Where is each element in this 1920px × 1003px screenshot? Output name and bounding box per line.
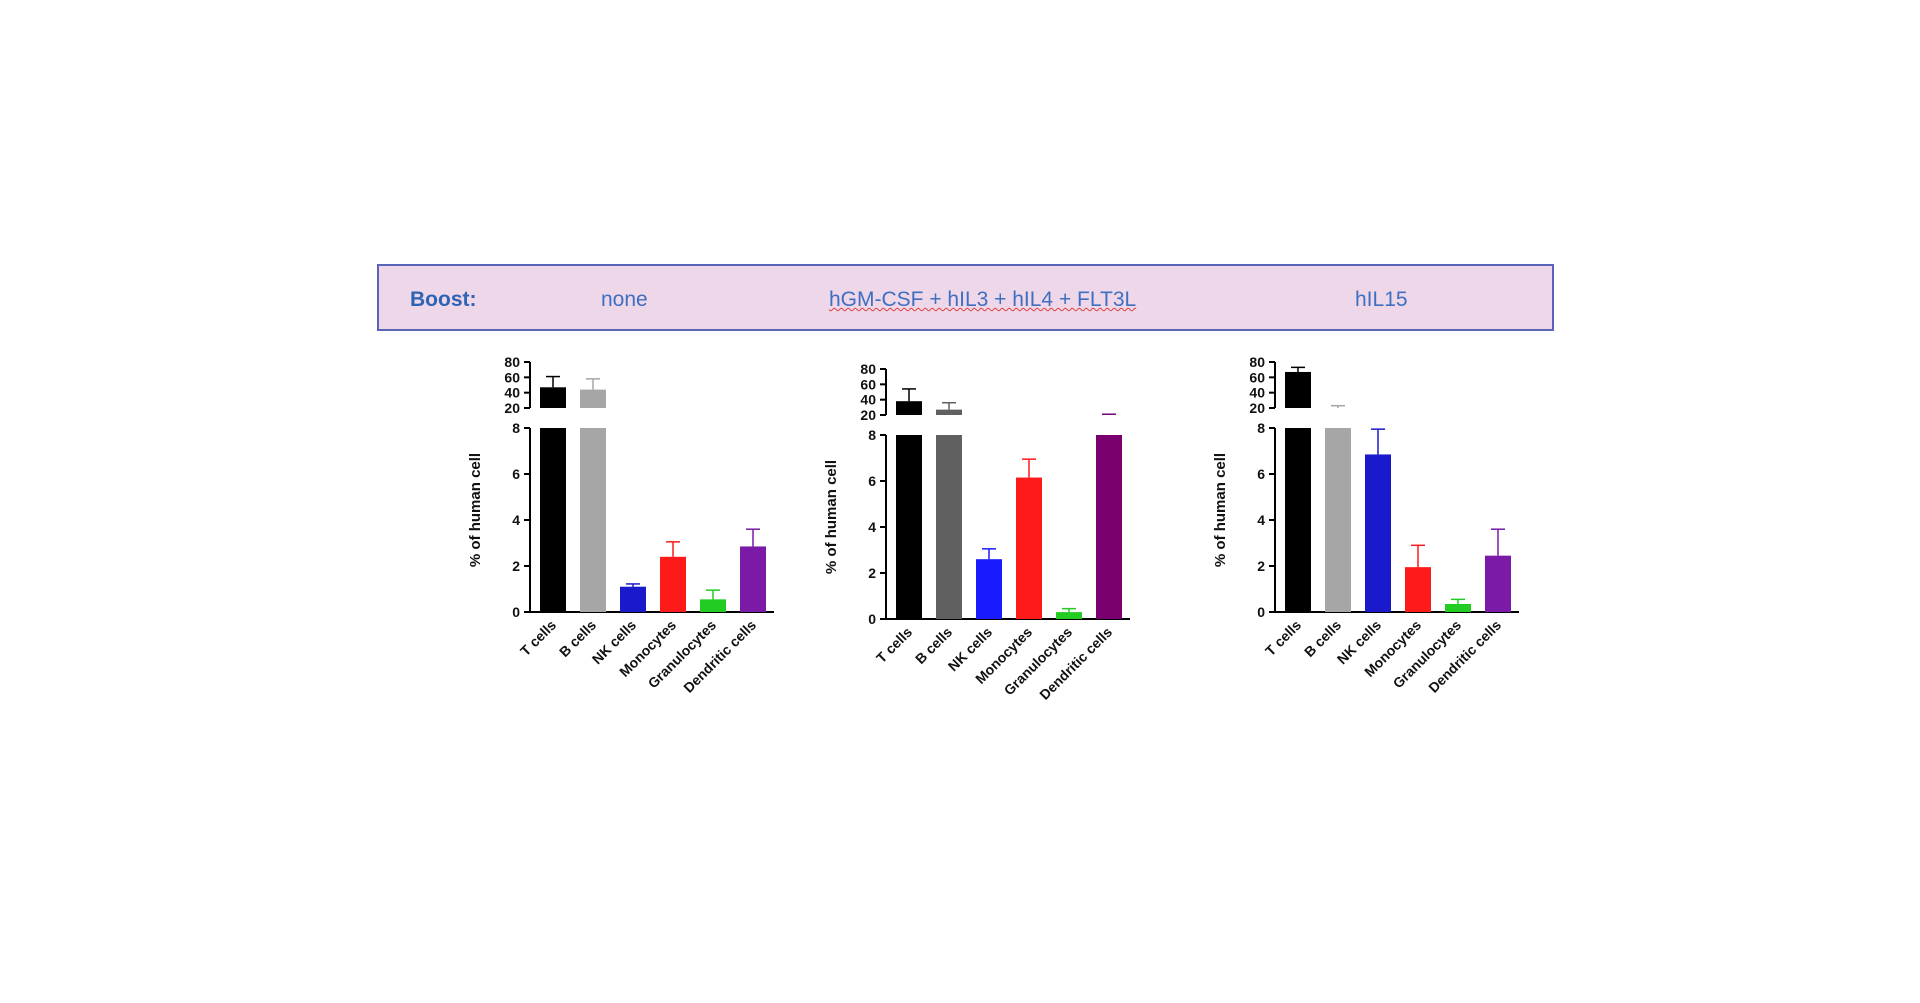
bar-nk-cells (976, 559, 1002, 619)
y-tick-label-upper: 60 (1249, 369, 1265, 385)
bar-granulocytes (1056, 612, 1082, 619)
y-tick-label-lower: 2 (1257, 558, 1265, 574)
bar-dendritic-cells (740, 546, 766, 612)
y-tick-label-lower: 0 (868, 611, 876, 627)
y-axis-label: % of human cell (823, 460, 840, 574)
y-axis-label: % of human cell (1212, 453, 1229, 567)
bar-nk-cells (620, 586, 646, 612)
boost-group-cytokine-combo: hGM-CSF + hIL3 + hIL4 + FLT3L (829, 288, 1136, 312)
x-tick-label-dendritic-cells: Dendritic cells (1425, 617, 1504, 696)
y-tick-label-lower: 0 (1257, 604, 1265, 620)
bar-lower-b-cells (1325, 428, 1351, 612)
y-tick-label-upper: 20 (860, 407, 876, 423)
bar-upper-t-cells (540, 387, 566, 408)
y-tick-label-lower: 4 (512, 512, 520, 528)
bar-lower-t-cells (540, 428, 566, 612)
y-tick-label-lower: 2 (868, 565, 876, 581)
bar-lower-b-cells (936, 435, 962, 619)
bar-lower-b-cells (580, 428, 606, 612)
boost-group-hil15: hIL15 (1355, 288, 1408, 311)
y-tick-label-lower: 4 (1257, 512, 1265, 528)
y-tick-label-lower: 0 (512, 604, 520, 620)
y-tick-label-lower: 8 (868, 427, 876, 443)
bar-lower-t-cells (896, 435, 922, 619)
y-tick-label-upper: 40 (860, 392, 876, 408)
bar-dendritic-cells (1485, 555, 1511, 612)
y-tick-label-lower: 6 (868, 473, 876, 489)
y-tick-label-lower: 6 (512, 466, 520, 482)
bar-upper-b-cells (580, 389, 606, 408)
y-tick-label-upper: 20 (1249, 400, 1265, 416)
bar-monocytes (1016, 477, 1042, 619)
bar-granulocytes (1445, 603, 1471, 612)
bar-upper-t-cells (1285, 371, 1311, 408)
y-tick-label-upper: 40 (504, 385, 520, 401)
x-tick-label-dendritic-cells: Dendritic cells (1036, 624, 1115, 703)
x-tick-label-t-cells: T cells (517, 617, 559, 659)
boost-label: Boost: (410, 288, 477, 311)
y-tick-label-upper: 40 (1249, 385, 1265, 401)
y-tick-label-upper: 60 (504, 369, 520, 385)
bar-nk-cells (1365, 454, 1391, 612)
y-tick-label-lower: 6 (1257, 466, 1265, 482)
bar-upper-b-cells (936, 409, 962, 415)
x-tick-label-t-cells: T cells (873, 624, 915, 666)
bar-monocytes (1405, 567, 1431, 612)
y-tick-label-upper: 80 (860, 361, 876, 377)
bar-upper-t-cells (896, 401, 922, 415)
y-tick-label-lower: 4 (868, 519, 876, 535)
y-tick-label-upper: 80 (1249, 354, 1265, 370)
y-tick-label-upper: 20 (504, 400, 520, 416)
bar-lower-dendritic-cells (1096, 435, 1122, 619)
y-tick-label-lower: 2 (512, 558, 520, 574)
bar-lower-t-cells (1285, 428, 1311, 612)
boost-group-cytokine-combo-text: hGM-CSF + hIL3 + hIL4 + FLT3L (829, 288, 1137, 311)
boost-group-none: none (601, 288, 648, 311)
y-tick-label-lower: 8 (512, 420, 520, 436)
y-tick-label-lower: 8 (1257, 420, 1265, 436)
y-tick-label-upper: 60 (860, 376, 876, 392)
bar-granulocytes (700, 599, 726, 612)
bar-monocytes (660, 556, 686, 612)
y-tick-label-upper: 80 (504, 354, 520, 370)
x-tick-label-dendritic-cells: Dendritic cells (680, 617, 759, 696)
boost-header: Boost: none hGM-CSF + hIL3 + hIL4 + FLT3… (377, 264, 1554, 331)
x-tick-label-t-cells: T cells (1262, 617, 1304, 659)
y-axis-label: % of human cell (467, 453, 484, 567)
